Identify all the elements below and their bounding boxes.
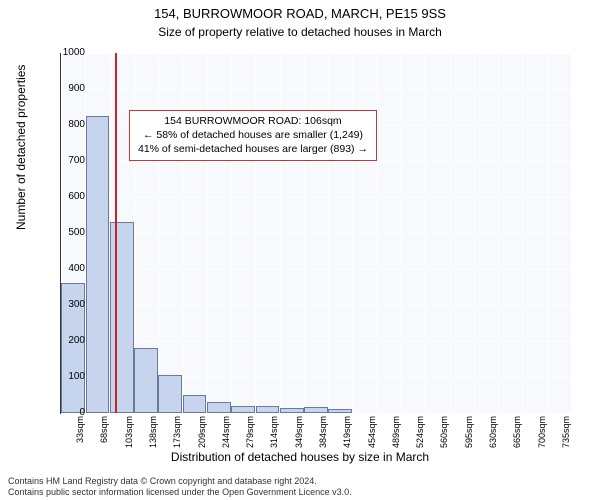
gridline-v	[231, 53, 232, 413]
y-tick-label: 800	[45, 119, 85, 130]
gridline-h	[61, 269, 571, 270]
gridline-v	[547, 53, 548, 413]
callout-line: 154 BURROWMOOR ROAD: 106sqm	[138, 114, 368, 128]
chart-container: 154, BURROWMOOR ROAD, MARCH, PE15 9SS Si…	[0, 0, 600, 500]
gridline-v	[377, 53, 378, 413]
x-tick-label: 103sqm	[124, 416, 134, 466]
x-tick-label: 665sqm	[512, 416, 522, 466]
callout-line: ← 58% of detached houses are smaller (1,…	[138, 128, 368, 142]
gridline-h	[61, 89, 571, 90]
x-tick-label: 560sqm	[439, 416, 449, 466]
x-tick-label: 314sqm	[269, 416, 279, 466]
bar	[158, 375, 182, 413]
gridline-v	[182, 53, 183, 413]
gridline-v	[474, 53, 475, 413]
callout-line: 41% of semi-detached houses are larger (…	[138, 142, 368, 156]
x-tick-label: 209sqm	[197, 416, 207, 466]
x-tick-label: 524sqm	[415, 416, 425, 466]
bar	[304, 407, 328, 413]
chart-subtitle: Size of property relative to detached ho…	[0, 23, 600, 39]
bar	[231, 406, 255, 413]
callout-box: 154 BURROWMOOR ROAD: 106sqm ← 58% of det…	[129, 110, 377, 161]
plot-area: 154 BURROWMOOR ROAD: 106sqm ← 58% of det…	[60, 53, 571, 414]
gridline-v	[255, 53, 256, 413]
x-tick-label: 384sqm	[318, 416, 328, 466]
x-tick-label: 349sqm	[294, 416, 304, 466]
gridline-h	[61, 53, 571, 54]
y-tick-label: 400	[45, 263, 85, 274]
property-marker-line	[115, 53, 117, 413]
gridline-v	[498, 53, 499, 413]
y-tick-label: 200	[45, 335, 85, 346]
x-tick-label: 244sqm	[221, 416, 231, 466]
x-tick-label: 138sqm	[148, 416, 158, 466]
bar	[328, 409, 352, 413]
gridline-h	[61, 233, 571, 234]
gridline-h	[61, 413, 571, 414]
bar	[256, 406, 280, 413]
y-tick-label: 100	[45, 371, 85, 382]
gridline-h	[61, 305, 571, 306]
x-tick-label: 735sqm	[561, 416, 571, 466]
bar	[110, 222, 134, 413]
gridline-h	[61, 161, 571, 162]
y-tick-label: 500	[45, 227, 85, 238]
bar	[207, 402, 231, 413]
x-tick-label: 279sqm	[245, 416, 255, 466]
bar	[280, 408, 304, 413]
gridline-v	[207, 53, 208, 413]
y-tick-label: 1000	[45, 47, 85, 58]
gridline-v	[304, 53, 305, 413]
y-tick-label: 900	[45, 83, 85, 94]
gridline-v	[450, 53, 451, 413]
x-tick-label: 173sqm	[172, 416, 182, 466]
gridline-v	[425, 53, 426, 413]
gridline-v	[522, 53, 523, 413]
bar	[86, 116, 110, 413]
y-tick-label: 600	[45, 191, 85, 202]
gridline-v	[352, 53, 353, 413]
y-tick-label: 700	[45, 155, 85, 166]
x-tick-label: 595sqm	[464, 416, 474, 466]
bar	[134, 348, 158, 413]
footer-line: Contains public sector information licen…	[8, 487, 352, 498]
footer-text: Contains HM Land Registry data © Crown c…	[8, 476, 352, 498]
gridline-v	[328, 53, 329, 413]
gridline-v	[280, 53, 281, 413]
chart-title: 154, BURROWMOOR ROAD, MARCH, PE15 9SS	[0, 0, 600, 23]
x-tick-label: 33sqm	[75, 416, 85, 466]
y-tick-label: 300	[45, 299, 85, 310]
gridline-h	[61, 197, 571, 198]
x-tick-label: 454sqm	[367, 416, 377, 466]
x-tick-label: 630sqm	[488, 416, 498, 466]
x-tick-label: 419sqm	[342, 416, 352, 466]
y-axis-label: Number of detached properties	[14, 65, 28, 230]
gridline-v	[401, 53, 402, 413]
footer-line: Contains HM Land Registry data © Crown c…	[8, 476, 352, 487]
bar	[183, 395, 207, 413]
x-tick-label: 68sqm	[99, 416, 109, 466]
gridline-v	[158, 53, 159, 413]
gridline-h	[61, 341, 571, 342]
x-tick-label: 489sqm	[391, 416, 401, 466]
x-tick-label: 700sqm	[537, 416, 547, 466]
